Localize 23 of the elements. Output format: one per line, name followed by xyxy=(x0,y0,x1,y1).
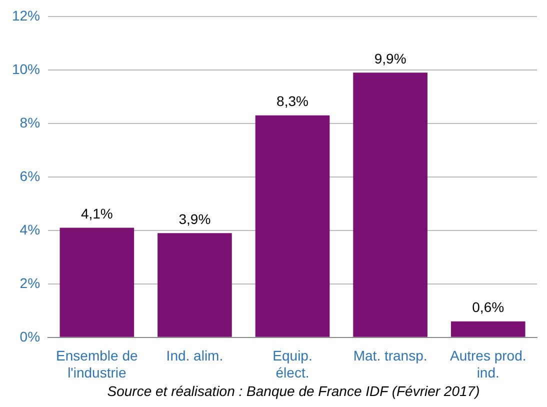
y-tick-label: 12% xyxy=(12,7,40,24)
y-tick-label: 8% xyxy=(20,114,40,130)
bar xyxy=(353,72,428,337)
bar xyxy=(60,228,134,337)
y-tick-label: 0% xyxy=(20,328,40,344)
data-label: 9,9% xyxy=(374,50,406,66)
data-label: 4,1% xyxy=(80,206,113,222)
y-tick-label: 6% xyxy=(20,168,40,184)
x-tick-label: Mat. transp. xyxy=(353,348,428,364)
y-tick-label: 4% xyxy=(20,221,40,238)
x-tick-label: Ensemble de l'industrie xyxy=(56,348,138,380)
x-tick-label: Equip. élect. xyxy=(272,348,312,380)
data-label: 8,3% xyxy=(276,93,308,110)
x-tick-label: Ind. alim. xyxy=(166,348,224,364)
bar xyxy=(158,233,232,337)
y-tick-label: 2% xyxy=(20,274,40,291)
bar xyxy=(450,321,526,337)
source-note: Source et réalisation : Banque de France IDF (Février 2017) xyxy=(106,383,481,399)
data-label: 0,6% xyxy=(472,299,504,316)
bar xyxy=(255,115,330,337)
data-label: 3,9% xyxy=(178,210,211,227)
x-tick-label: Autres prod. ind. xyxy=(450,348,526,380)
y-tick-label: 10% xyxy=(12,60,40,77)
